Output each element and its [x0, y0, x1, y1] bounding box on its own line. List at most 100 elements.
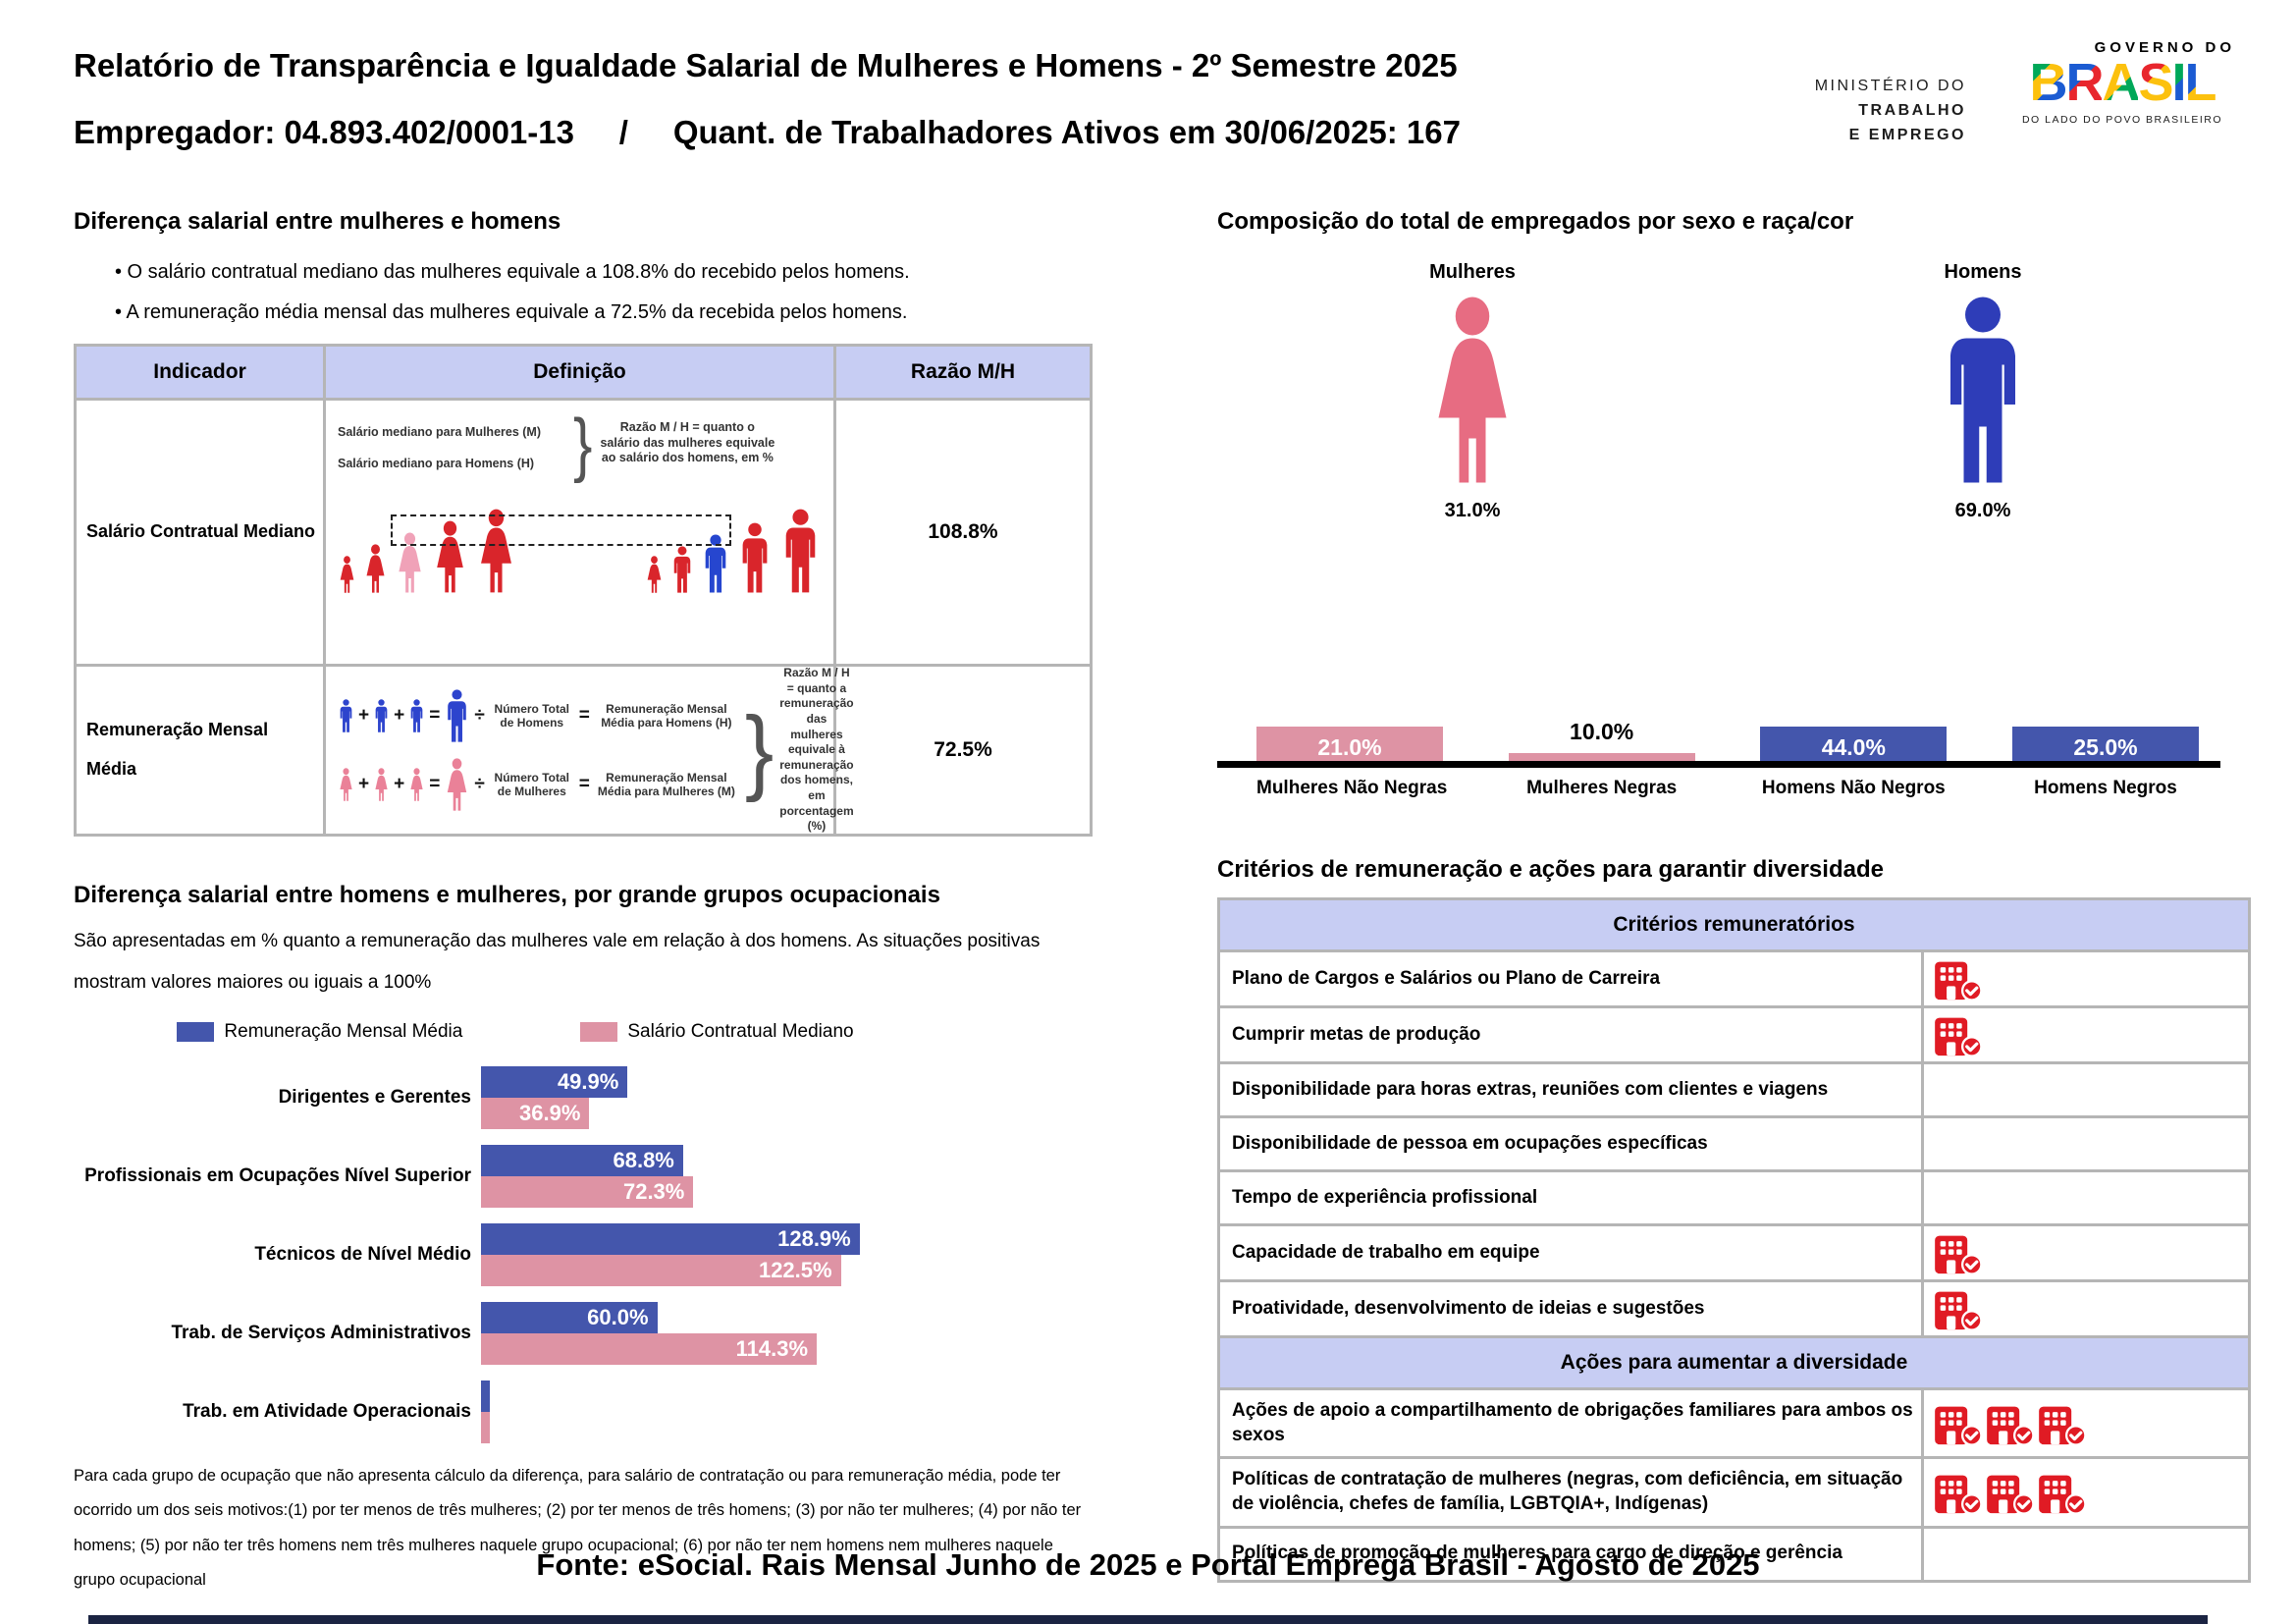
- bar-remuneracao: 60.0%: [481, 1302, 658, 1333]
- man-figure-icon: [742, 522, 768, 593]
- chart-row: Técnicos de Nível Médio 128.9% 122.5%: [74, 1223, 1090, 1286]
- category-label: Homens Negros: [2034, 778, 2177, 798]
- chart-row: Dirigentes e Gerentes 49.9% 36.9%: [74, 1066, 1090, 1129]
- diagram-text: Remuneração Mensal Média para Homens (H): [601, 701, 732, 730]
- col-header-razao: Razão M/H: [833, 344, 1093, 401]
- people-size-row: [338, 499, 822, 593]
- source-footer: Fonte: eSocial. Rais Mensal Junho de 202…: [536, 1547, 1760, 1582]
- women-percentage: 31.0%: [1444, 500, 1501, 521]
- category-label: Homens Não Negros: [1761, 778, 1946, 798]
- legend-label: Remuneração Mensal Média: [224, 1021, 463, 1042]
- legend-label: Salário Contratual Mediano: [627, 1021, 854, 1042]
- bullet-median-salary: • O salário contratual mediano das mulhe…: [115, 261, 910, 283]
- man-figure-icon: [375, 699, 388, 732]
- indicator-label: Salário Contratual Mediano: [74, 398, 326, 667]
- company-check-icon: [1987, 1406, 2035, 1445]
- diagram-text: Remuneração Mensal Média para Mulheres (…: [597, 770, 735, 798]
- woman-figure-icon: [340, 768, 352, 801]
- chart-column: 10.0%: [1508, 719, 1695, 761]
- category-label: Técnicos de Nível Médio: [254, 1244, 471, 1266]
- diagram-text: Salário mediano para Mulheres (M): [338, 425, 541, 439]
- sex-composition: Mulheres 31.0% Homens 69.0%: [1217, 261, 2248, 522]
- legend-item-remuneracao: Remuneração Mensal Média: [177, 1021, 462, 1043]
- section-header: Ações para aumentar a diversidade: [1217, 1335, 2251, 1390]
- bar-value-label: 114.3%: [735, 1336, 809, 1361]
- category-label: Mulheres Negras: [1526, 778, 1678, 798]
- men-column: Homens 69.0%: [1836, 261, 2130, 522]
- equals-operator: =: [429, 774, 441, 794]
- criteria-row: Disponibilidade de pessoa em ocupações e…: [1217, 1115, 2251, 1172]
- bar-remuneracao: 49.9%: [481, 1066, 628, 1098]
- criteria-row: Capacidade de trabalho em equipe: [1217, 1223, 2251, 1282]
- women-formula-row: + + = ÷ Número Total de Mulheres =: [338, 758, 739, 811]
- bar-homens-negros: 25.0%: [2011, 727, 2199, 761]
- bar-value-label: 44.0%: [1821, 734, 1886, 760]
- blue-swatch-icon: [177, 1022, 215, 1042]
- man-figure-icon: [448, 689, 467, 742]
- plus-operator: +: [358, 774, 370, 794]
- diagram-note: Razão M / H = quanto o salário das mulhe…: [600, 420, 775, 465]
- men-percentage: 69.0%: [1954, 500, 2011, 521]
- divide-operator: ÷: [474, 705, 485, 726]
- left-column: Diferença salarial entre mulheres e home…: [74, 208, 1093, 1598]
- composition-title: Composição do total de empregados por se…: [1217, 208, 1854, 235]
- equals-operator: =: [429, 705, 441, 726]
- company-check-icon: [1987, 1475, 2035, 1515]
- col-header-indicador: Indicador: [74, 344, 326, 401]
- brasil-logo-icon: BRASIL: [2029, 53, 2216, 112]
- bar-value-label: 25.0%: [2073, 734, 2138, 760]
- bar-remuneracao: [481, 1380, 490, 1412]
- criteria-title: Critérios de remuneração e ações para ga…: [1217, 856, 1884, 883]
- chart-legend: Remuneração Mensal Média Salário Contrat…: [74, 1021, 957, 1043]
- chart-row: Trab. em Atividade Operacionais: [74, 1380, 1090, 1443]
- right-column: Composição do total de empregados por se…: [1217, 208, 2251, 1583]
- equals-operator: =: [578, 774, 590, 794]
- category-label: Mulheres Não Negras: [1256, 778, 1448, 798]
- pink-swatch-icon: [580, 1022, 618, 1042]
- chart-column: 44.0%: [1760, 727, 1948, 761]
- company-check-icon: [1935, 1235, 1983, 1274]
- bar-mulheres-negras: [1508, 753, 1695, 761]
- company-check-icon: [1935, 1475, 1983, 1515]
- bar-value-label: 36.9%: [519, 1101, 581, 1125]
- bar-remuneracao: 68.8%: [481, 1145, 683, 1176]
- page-title: Relatório de Transparência e Igualdade S…: [74, 47, 1458, 83]
- median-salary-diagram: Salário mediano para Mulheres (M) Salári…: [338, 408, 822, 654]
- ratio-value: 72.5%: [833, 664, 1093, 837]
- chart-column: 21.0%: [1256, 727, 1443, 761]
- woman-figure-icon: [366, 544, 385, 593]
- bar-salario: 122.5%: [481, 1255, 841, 1286]
- chart-column: 25.0%: [2011, 727, 2199, 761]
- chart-row: Profissionais em Ocupações Nível Superio…: [74, 1145, 1090, 1208]
- bar-remuneracao: 128.9%: [481, 1223, 860, 1255]
- bar-salario: 114.3%: [481, 1333, 818, 1365]
- bar-value-label: 60.0%: [587, 1305, 649, 1329]
- occupational-bar-chart: Dirigentes e Gerentes 49.9% 36.9% Profis…: [74, 1066, 1090, 1443]
- company-check-icon: [1935, 1017, 1983, 1056]
- brace-glyph: }: [573, 404, 593, 484]
- bar-salario: 72.3%: [481, 1176, 694, 1208]
- diagram-text: Salário mediano para Homens (H): [338, 456, 535, 470]
- company-check-icon: [1935, 961, 1983, 1001]
- women-column: Mulheres 31.0%: [1325, 261, 1620, 522]
- women-label: Mulheres: [1429, 261, 1516, 283]
- col-header-definicao: Definição: [323, 344, 836, 401]
- criteria-row: Disponibilidade para horas extras, reuni…: [1217, 1061, 2251, 1118]
- category-label: Profissionais em Ocupações Nível Superio…: [84, 1165, 471, 1187]
- company-check-icon: [2039, 1406, 2087, 1445]
- divide-operator: ÷: [474, 774, 485, 794]
- category-label: Dirigentes e Gerentes: [278, 1087, 471, 1109]
- bar-value-label: 72.3%: [622, 1179, 685, 1204]
- governo-do-brasil-logo: GOVERNO DO BRASIL DO LADO DO POVO BRASIL…: [2000, 39, 2245, 126]
- occupational-subtitle: São apresentadas em % quanto a remuneraç…: [74, 931, 1041, 951]
- criteria-table: Critérios remuneratórios Plano de Cargos…: [1217, 897, 2251, 1583]
- salary-diff-title: Diferença salarial entre mulheres e home…: [74, 208, 561, 235]
- bar-value-label: 21.0%: [1317, 734, 1382, 760]
- equals-operator: =: [578, 705, 590, 726]
- woman-figure-icon: [448, 758, 467, 811]
- chart-row: Trab. de Serviços Administrativos 60.0% …: [74, 1302, 1090, 1365]
- company-check-icon: [1935, 1406, 1983, 1445]
- salary-indicator-table: Indicador Definição Razão M/H Salário Co…: [74, 344, 1093, 837]
- section-header-row: Ações para aumentar a diversidade: [1217, 1335, 2251, 1390]
- men-label: Homens: [1944, 261, 2022, 283]
